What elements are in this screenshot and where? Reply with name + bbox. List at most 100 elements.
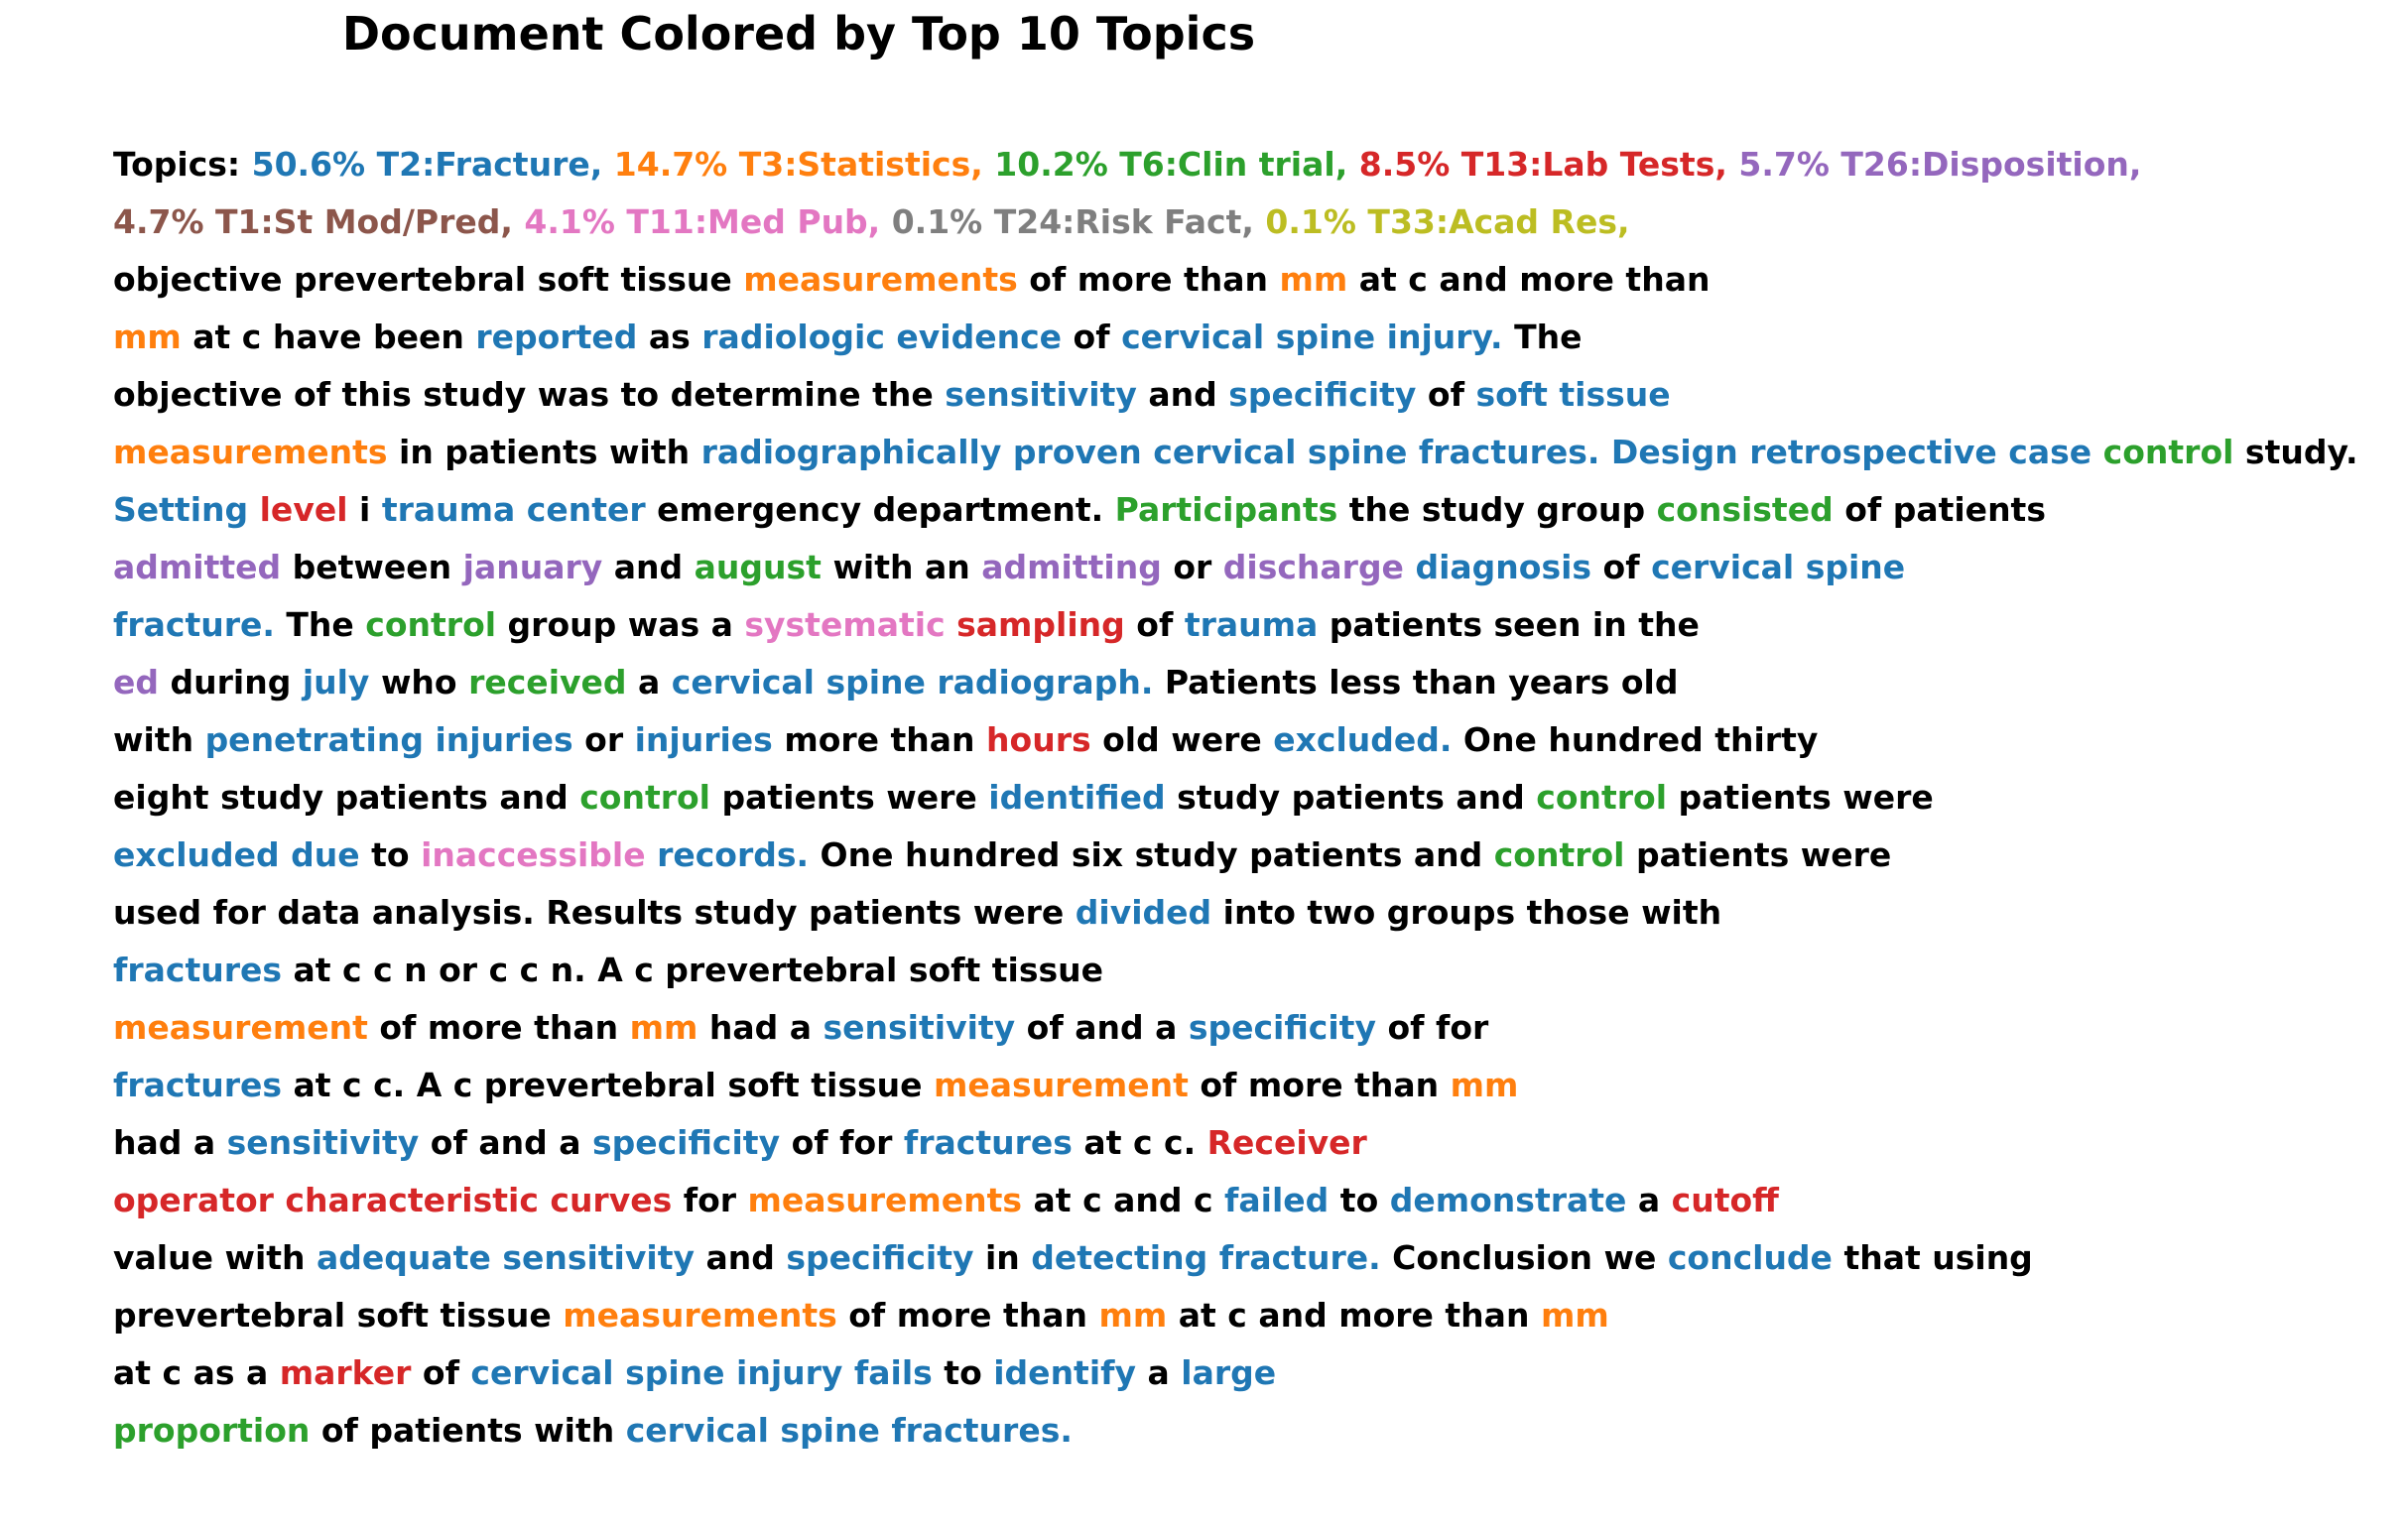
document-text-line: prevertebral soft tissue measurements of… — [113, 1287, 2357, 1344]
text-segment — [880, 202, 892, 241]
text-segment: of patients — [1833, 490, 2046, 529]
document-text-line: objective of this study was to determine… — [113, 366, 2357, 424]
topic-t13-segment: Receiver — [1206, 1123, 1367, 1162]
text-segment: a — [626, 663, 672, 701]
document-text-line: admitted between january and august with… — [113, 539, 2357, 596]
document-text-line: used for data analysis. Results study pa… — [113, 884, 2357, 942]
topic-t2-segment: reported — [475, 318, 638, 356]
text-segment: to — [932, 1353, 994, 1392]
text-segment: of — [1591, 548, 1652, 586]
topic-t2-segment: conclude — [1667, 1238, 1833, 1277]
topic-t3-segment: mm — [1450, 1066, 1519, 1104]
topic-t2-segment: sensitivity — [823, 1008, 1016, 1047]
text-segment: patients were — [1667, 778, 1934, 817]
topic-t26-segment: admitting — [981, 548, 1162, 586]
topic-t2-segment: excluded due — [113, 835, 360, 874]
document-text-line: fractures at c c. A c prevertebral soft … — [113, 1057, 2357, 1114]
topic-t2-segment: fracture. — [113, 605, 275, 644]
text-segment: value with — [113, 1238, 317, 1277]
topic-t2-segment: cervical spine — [1651, 548, 1906, 586]
text-segment: or — [572, 720, 635, 759]
text-segment: in patients with — [387, 433, 701, 471]
text-segment: or — [1161, 548, 1223, 586]
text-segment: group was a — [496, 605, 745, 644]
topic-t11-segment: 4.1% T11:Med Pub, — [524, 202, 881, 241]
text-segment: patients were — [1624, 835, 1892, 874]
document-text-line: at c as a marker of cervical spine injur… — [113, 1344, 2357, 1402]
text-segment: i — [347, 490, 382, 529]
text-segment: at c c n or c c n. A c prevertebral soft… — [282, 951, 1104, 989]
topic-t2-segment: cervical spine injury fails — [470, 1353, 933, 1392]
topic-t11-segment: systematic — [744, 605, 946, 644]
text-segment: a — [1136, 1353, 1182, 1392]
text-segment — [1727, 145, 1739, 184]
document-text-line: objective prevertebral soft tissue measu… — [113, 251, 2357, 309]
topic-t13-segment: level — [259, 490, 348, 529]
topic-t24-segment: 0.1% T24:Risk Fact, — [891, 202, 1254, 241]
topic-t6-segment: Participants — [1114, 490, 1338, 529]
text-segment: of and a — [419, 1123, 592, 1162]
topic-t2-segment: trauma — [1184, 605, 1319, 644]
text-segment: used for data analysis. Results study pa… — [113, 893, 1076, 932]
text-segment: Topics: — [113, 145, 252, 184]
topic-t26-segment: discharge — [1222, 548, 1404, 586]
topic-t2-segment: soft tissue — [1475, 375, 1671, 414]
topic-t33-segment: 0.1% T33:Acad Res, — [1265, 202, 1630, 241]
text-segment: during — [159, 663, 303, 701]
text-segment: to — [1329, 1181, 1390, 1219]
text-segment: of more than — [367, 1008, 630, 1047]
topic-t2-segment: fractures — [113, 1066, 283, 1104]
topic-t2-segment: cervical spine radiograph. — [671, 663, 1154, 701]
topic-t2-segment: failed — [1224, 1181, 1330, 1219]
text-segment: of more than — [1188, 1066, 1451, 1104]
text-segment: for — [672, 1181, 748, 1219]
text-segment: objective of this study was to determine… — [113, 375, 946, 414]
text-segment: objective prevertebral soft tissue — [113, 260, 744, 299]
text-segment: The — [1502, 318, 1583, 356]
text-segment: study patients and — [1165, 778, 1537, 817]
topics-legend-line: 4.7% T1:St Mod/Pred, 4.1% T11:Med Pub, 0… — [113, 193, 2357, 251]
text-segment: One hundred six study patients and — [809, 835, 1494, 874]
topic-t2-segment: demonstrate — [1389, 1181, 1627, 1219]
topic-t6-segment: control — [579, 778, 710, 817]
topic-t2-segment: sensitivity — [945, 375, 1137, 414]
text-segment — [248, 490, 260, 529]
text-segment: at c and more than — [1167, 1296, 1541, 1335]
topic-t3-segment: measurements — [743, 260, 1018, 299]
topic-t3-segment: mm — [629, 1008, 698, 1047]
document-text-line: fractures at c c n or c c n. A c prevert… — [113, 942, 2357, 999]
text-segment: of for — [1375, 1008, 1489, 1047]
topic-t13-segment: cutoff — [1671, 1181, 1779, 1219]
text-segment: of patients with — [310, 1411, 626, 1450]
text-segment: of — [1124, 605, 1185, 644]
text-segment: of — [411, 1353, 471, 1392]
topic-t3-segment: mm — [1279, 260, 1348, 299]
topic-t2-segment: specificity — [1228, 375, 1417, 414]
document-text-line: with penetrating injuries or injuries mo… — [113, 711, 2357, 769]
topic-t13-segment: hours — [986, 720, 1091, 759]
document-text-line: Setting level i trauma center emergency … — [113, 481, 2357, 539]
topic-t3-segment: 14.7% T3:Statistics, — [613, 145, 983, 184]
document-text-line: measurement of more than mm had a sensit… — [113, 999, 2357, 1057]
topic-t26-segment: january — [462, 548, 603, 586]
text-segment: who — [369, 663, 469, 701]
text-segment — [1254, 202, 1266, 241]
topic-t26-segment: 5.7% T26:Disposition, — [1738, 145, 2142, 184]
text-segment: had a — [113, 1123, 227, 1162]
topic-t26-segment: ed — [113, 663, 160, 701]
document-text-line: excluded due to inaccessible records. On… — [113, 827, 2357, 884]
text-segment: Conclusion we — [1380, 1238, 1668, 1277]
topic-t11-segment: inaccessible — [421, 835, 646, 874]
topics-legend-line: Topics: 50.6% T2:Fracture, 14.7% T3:Stat… — [113, 136, 2357, 193]
topic-t3-segment: measurement — [934, 1066, 1189, 1104]
text-segment: patients were — [710, 778, 989, 817]
topic-t2-segment: divided — [1075, 893, 1212, 932]
page-title: Document Colored by Top 10 Topics — [341, 7, 1256, 61]
text-segment: the study group — [1337, 490, 1657, 529]
text-segment: of and a — [1015, 1008, 1189, 1047]
topic-t13-segment: sampling — [956, 605, 1125, 644]
topic-t2-segment: specificity — [1188, 1008, 1376, 1047]
text-segment: and — [1136, 375, 1229, 414]
topic-t2-segment: fractures — [903, 1123, 1073, 1162]
topic-t2-segment: specificity — [786, 1238, 974, 1277]
